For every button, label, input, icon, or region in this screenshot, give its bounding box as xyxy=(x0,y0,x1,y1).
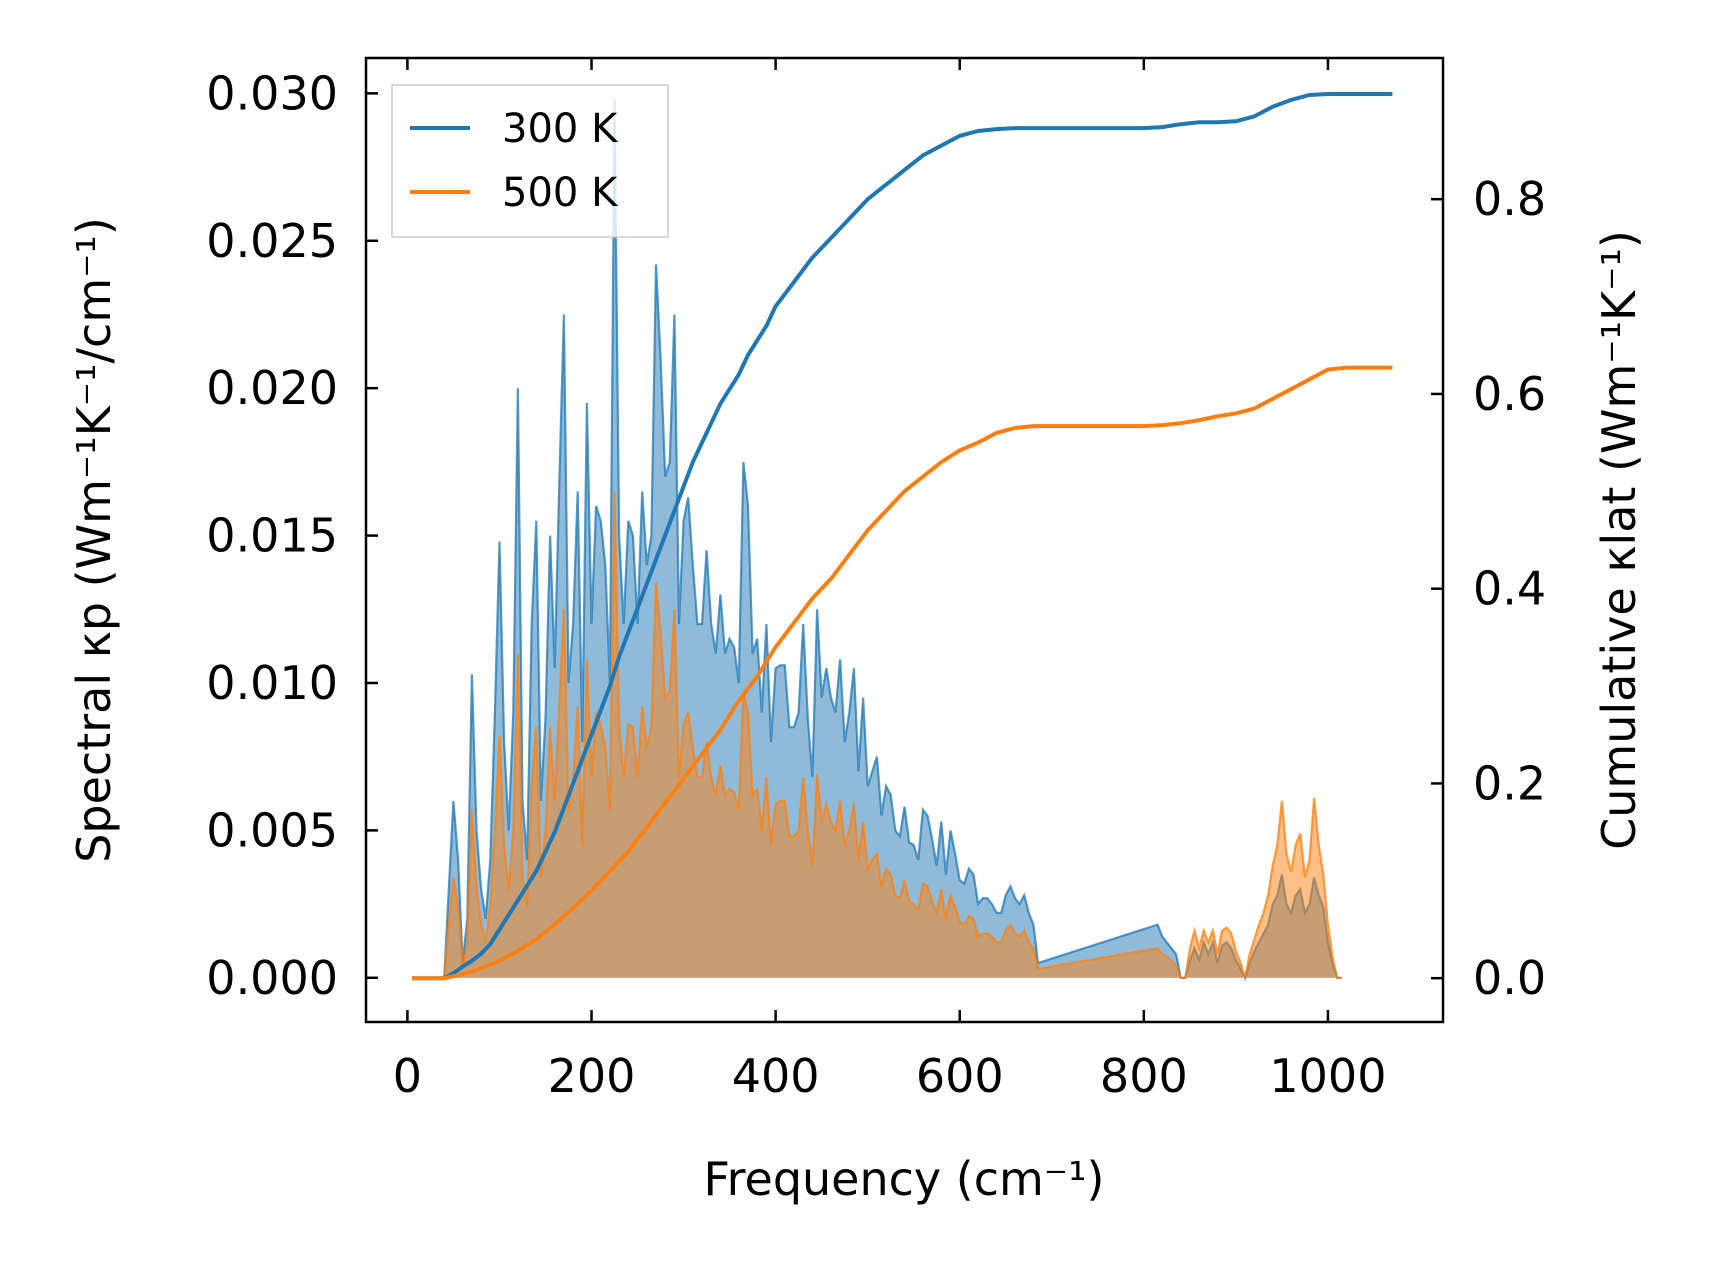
y-left-tick-label: 0.020 xyxy=(206,361,338,415)
y-right-tick-label: 0.8 xyxy=(1473,172,1546,226)
y-left-tick-label: 0.015 xyxy=(206,509,338,563)
series-line-layer xyxy=(412,92,1393,981)
cumulative-line-500k xyxy=(412,365,1393,981)
x-axis-title: Frequency (cm⁻¹) xyxy=(704,1152,1105,1206)
axis-ticks: 0 200 400 600 800 1000 0.000 0.005 0.010 0.015 0.0… xyxy=(206,58,1546,1103)
x-tick-label: 600 xyxy=(916,1049,1004,1103)
spectral-fill-500k xyxy=(412,491,1342,978)
legend-label-300k: 300 K xyxy=(502,106,619,152)
y-left-tick-label: 0.010 xyxy=(206,656,338,710)
y-right-tick-label: 0.2 xyxy=(1473,756,1546,810)
x-tick-label: 800 xyxy=(1100,1049,1188,1103)
x-tick-label: 400 xyxy=(732,1049,820,1103)
x-tick-label: 200 xyxy=(548,1049,636,1103)
plot-frame xyxy=(364,56,1445,1024)
y-right-tick-label: 0.6 xyxy=(1473,367,1546,421)
legend-label-500k: 500 K xyxy=(502,170,619,216)
legend: 300 K 500 K xyxy=(391,84,669,238)
y-left-tick-label: 0.030 xyxy=(206,66,338,120)
y-left-tick-label: 0.005 xyxy=(206,803,338,857)
y-left-tick-label: 0.025 xyxy=(206,214,338,268)
y-right-tick-label: 0.0 xyxy=(1473,951,1546,1005)
legend-frame xyxy=(391,84,669,238)
cumulative-line-300k xyxy=(412,92,1393,981)
y-right-tick-label: 0.4 xyxy=(1473,562,1546,616)
x-tick-label: 0 xyxy=(393,1049,422,1103)
y-right-axis-title: Cumulative κlat (Wm⁻¹K⁻¹) xyxy=(1592,230,1646,850)
y-left-tick-label: 0.000 xyxy=(206,951,338,1005)
y-left-axis-title: Spectral κp (Wm⁻¹K⁻¹/cm⁻¹) xyxy=(67,217,121,863)
x-tick-label: 1000 xyxy=(1269,1049,1386,1103)
